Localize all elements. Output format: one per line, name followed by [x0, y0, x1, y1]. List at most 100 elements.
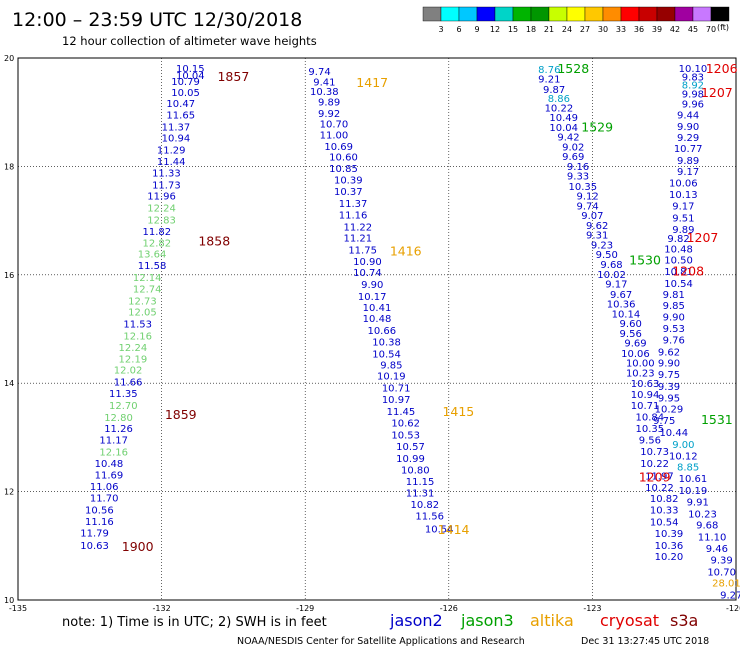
wave-height-value: 10.12 [669, 451, 698, 462]
wave-height-value: 9.46 [706, 544, 728, 555]
plot-area: -135 -132 -129 -126 -123 -120 20 18 16 14 12 10 10.… [4, 54, 740, 613]
wave-height-value: 10.81 [664, 267, 693, 278]
wave-height-value: 9.74 [576, 201, 598, 212]
wave-height-value: 10.47 [166, 99, 195, 110]
time-label: 1207 [701, 85, 733, 100]
wave-height-value: 10.13 [669, 190, 698, 201]
wave-height-value: 11.73 [152, 180, 181, 191]
wave-height-value: 12.83 [147, 216, 176, 227]
wave-height-value: 10.36 [655, 541, 684, 552]
wave-height-value: 9.42 [557, 133, 579, 144]
wave-height-value: 9.75 [658, 370, 680, 381]
wave-height-value: 9.75 [653, 416, 675, 427]
wave-height-value: 10.15 [176, 64, 205, 75]
wave-height-value: 9.90 [658, 359, 680, 370]
wave-height-value: 9.95 [658, 393, 680, 404]
wave-height-value: 9.50 [596, 250, 618, 261]
color-scale-tick: 21 [544, 25, 554, 34]
color-scale-swatch [602, 6, 622, 22]
wave-height-value: 9.31 [586, 231, 608, 242]
wave-height-value: 9.29 [677, 133, 699, 144]
wave-height-value: 10.54 [372, 349, 401, 360]
wave-height-value: 9.53 [663, 324, 685, 335]
wave-height-value: 11.15 [406, 477, 435, 488]
wave-height-value: 10.54 [425, 524, 454, 535]
wave-height-value: 12.24 [119, 343, 148, 354]
wave-height-value: 12.16 [99, 448, 128, 459]
wave-height-value: 11.75 [348, 245, 377, 256]
color-scale-tick: 70 [706, 25, 716, 34]
wave-height-value: 9.85 [663, 301, 685, 312]
wave-height-value: 10.38 [310, 87, 339, 98]
wave-height-value: 10.35 [569, 182, 598, 193]
color-scale-swatch [458, 6, 478, 22]
wave-height-value: 9.51 [672, 213, 694, 224]
wave-height-value: 10.60 [329, 153, 358, 164]
wave-height-value: 10.44 [659, 428, 688, 439]
wave-height-value: 9.62 [658, 347, 680, 358]
time-label: 1414 [438, 522, 470, 537]
wave-height-value: 12.02 [114, 366, 143, 377]
wave-height-value: 28.01 [712, 579, 740, 590]
time-label: 1858 [198, 234, 230, 249]
wave-height-value: 10.17 [358, 292, 387, 303]
wave-height-value: 9.69 [624, 339, 646, 350]
color-scale-swatch [656, 6, 676, 22]
wave-height-value: 10.10 [679, 64, 708, 75]
wave-height-value: 8.85 [677, 463, 699, 474]
color-scale-tick: 24 [562, 25, 572, 34]
wave-height-value: 10.94 [631, 390, 660, 401]
wave-height-value: 9.39 [711, 555, 733, 566]
wave-height-value: 9.90 [677, 122, 699, 133]
legend-item-altika: altika [530, 611, 574, 630]
time-label: 1209 [639, 469, 671, 484]
wave-height-value: 10.22 [640, 459, 669, 470]
wave-height-value: 9.00 [672, 440, 694, 451]
wave-height-value: 9.21 [538, 75, 560, 86]
time-label: 1900 [122, 539, 154, 554]
color-scale-tick: 18 [526, 25, 536, 34]
wave-height-value: 12.05 [128, 308, 157, 319]
color-scale-unit: (ft) [717, 23, 729, 32]
wave-height-value: 10.14 [612, 309, 641, 320]
wave-height-value: 9.81 [663, 290, 685, 301]
color-scale-swatch [440, 6, 460, 22]
color-scale-swatch [692, 6, 712, 22]
wave-height-value: 10.80 [401, 465, 430, 476]
wave-height-value: 10.38 [372, 338, 401, 349]
x-tick-label: -135 [9, 604, 27, 613]
wave-height-value: 12.19 [119, 354, 148, 365]
color-scale-swatch [566, 6, 586, 22]
wave-height-value: 12.14 [133, 273, 162, 284]
wave-height-value: 9.56 [639, 436, 661, 447]
wave-height-value: 9.02 [562, 142, 584, 153]
wave-height-value: 11.31 [406, 489, 435, 500]
x-tick-label: -129 [296, 604, 314, 613]
wave-height-value: 8.76 [538, 65, 560, 76]
time-label: 1529 [581, 119, 613, 134]
wave-height-value: 9.92 [318, 109, 340, 120]
wave-height-value: 11.22 [344, 223, 373, 234]
wave-height-value: 10.54 [650, 517, 679, 528]
wave-height-value: 10.19 [377, 372, 406, 383]
wave-height-value: 9.96 [682, 100, 704, 111]
wave-height-value: 10.62 [391, 418, 420, 429]
wave-height-value: 10.97 [382, 395, 411, 406]
x-tick-label: -126 [440, 604, 458, 613]
wave-height-value: 9.83 [682, 72, 704, 83]
wave-height-value: 11.79 [80, 528, 109, 539]
wave-height-value: 10.99 [396, 454, 425, 465]
wave-height-value: 9.69 [562, 152, 584, 163]
time-label: 1530 [629, 253, 661, 268]
color-scale-swatch [422, 6, 442, 22]
wave-height-value: 11.00 [320, 130, 349, 141]
color-scale-tick: 36 [634, 25, 644, 34]
wave-height-value: 11.58 [138, 261, 167, 272]
x-tick-label: -123 [583, 604, 601, 613]
wave-height-value: 9.76 [663, 335, 685, 346]
color-scale-tick: 33 [616, 25, 626, 34]
wave-height-value: 12.70 [109, 401, 138, 412]
wave-height-value: 9.89 [677, 156, 699, 167]
wave-height-value: 12.73 [128, 296, 157, 307]
